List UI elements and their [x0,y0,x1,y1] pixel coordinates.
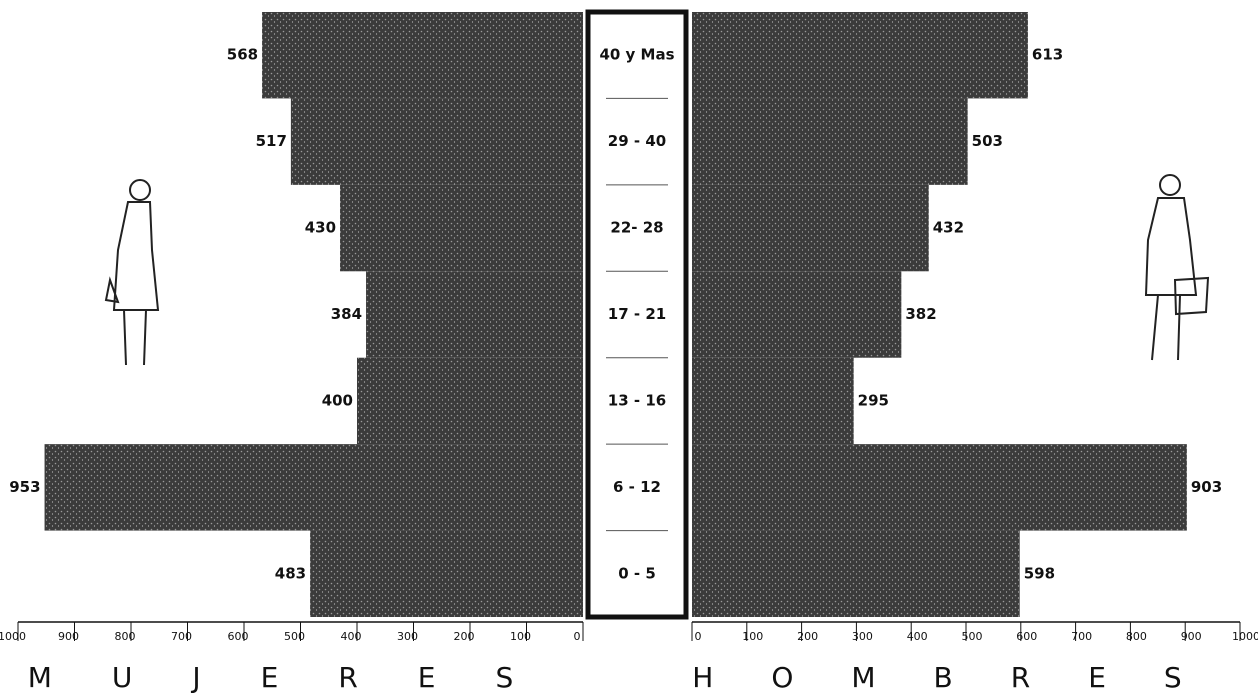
x-tick-label: 500 [962,630,983,643]
category-label: 13 - 16 [608,391,666,409]
bar-texture [340,184,583,272]
x-tick-label: 300 [852,630,873,643]
value-label: 613 [1032,46,1063,64]
category-box [585,9,689,620]
bar-texture [692,530,1020,617]
side-label: MUJERES [28,661,574,694]
x-tick-label: 900 [58,630,79,643]
bar-texture [290,98,583,185]
x-tick-label: 200 [454,630,475,643]
bar-texture [357,357,583,445]
bar-texture [44,444,584,531]
x-tick-label: 600 [228,630,249,643]
x-tick-label: 500 [284,630,305,643]
x-tick-label: 900 [1181,630,1202,643]
value-label: 517 [256,132,287,150]
category-label: 6 - 12 [613,478,661,496]
x-tick-label: 700 [1071,630,1092,643]
x-tick-label: 0 [695,630,702,643]
side-label: HOMBRES [692,661,1239,694]
value-label: 953 [9,478,40,496]
woman-figure [104,179,160,366]
bar-texture [310,530,583,617]
value-label: 400 [322,391,353,409]
x-tick-label: 300 [397,630,418,643]
value-label: 430 [305,219,336,237]
x-tick-label: 800 [1126,630,1147,643]
bar-texture [692,357,854,445]
value-label: 483 [275,564,306,582]
category-label: 40 y Mas [599,46,674,64]
x-tick-label: 600 [1016,630,1037,643]
x-tick-label: 400 [341,630,362,643]
category-label: 29 - 40 [608,132,666,150]
x-tick-label: 400 [907,630,928,643]
value-label: 384 [331,305,362,323]
bar-texture [692,12,1028,99]
bar-texture [262,12,583,99]
x-tick-label: 100 [510,630,531,643]
x-tick-label: 100 [742,630,763,643]
value-label: 903 [1191,478,1222,496]
bar-texture [692,184,929,272]
value-label: 568 [227,46,258,64]
man-figure [1144,174,1210,361]
category-label: 17 - 21 [608,305,666,323]
bar-texture [692,271,902,358]
x-tick-label: 200 [797,630,818,643]
value-label: 382 [905,305,936,323]
x-tick-label: 700 [171,630,192,643]
bar-texture [692,98,968,185]
category-label: 0 - 5 [618,564,656,582]
bar-texture [692,444,1187,531]
value-label: 598 [1024,564,1055,582]
category-label: 22- 28 [610,219,663,237]
value-label: 503 [972,132,1003,150]
x-tick-label: 800 [115,630,136,643]
value-label: 432 [933,219,964,237]
x-tick-label: 1000 [0,630,26,643]
bar-texture [366,271,583,358]
value-label: 295 [858,391,889,409]
x-tick-label: 1000 [1232,630,1258,643]
x-tick-label: 0 [574,630,581,643]
